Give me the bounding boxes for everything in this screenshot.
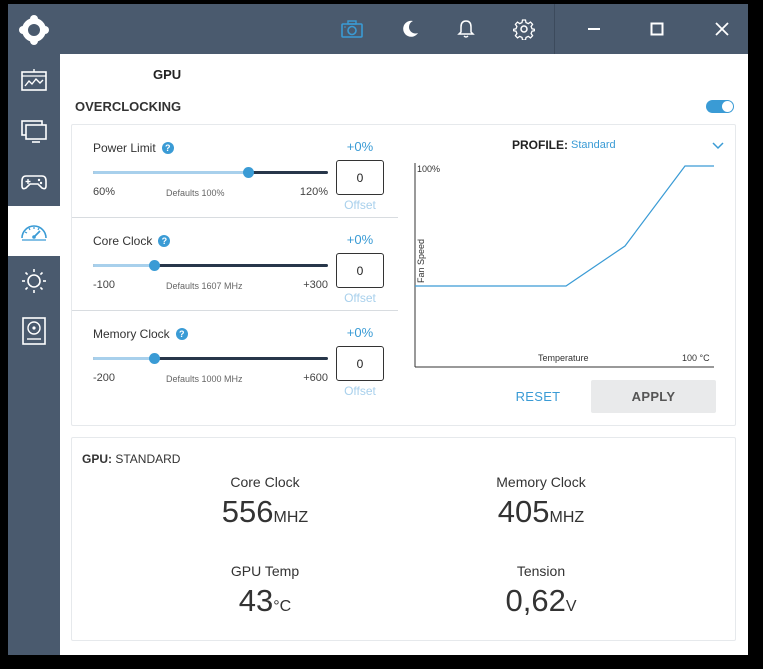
close-button[interactable]: [694, 4, 750, 54]
core-clock-slider[interactable]: [93, 260, 328, 271]
profile-label: PROFILE:: [512, 138, 568, 152]
fan-curve-line[interactable]: [415, 165, 714, 287]
power-limit-defaults: Defaults 100%: [166, 188, 225, 198]
sidebar-item-monitor[interactable]: [8, 106, 60, 156]
sidebar: [8, 4, 60, 655]
slider-fill: [93, 357, 155, 360]
dashboard-icon: [21, 69, 47, 91]
sidebar-item-overclocking[interactable]: [8, 206, 60, 256]
minimize-button[interactable]: [566, 4, 622, 54]
app-window: GPU OVERCLOCKING Power Limit? +0% 60% De…: [8, 4, 748, 655]
stats-title: GPU: STANDARD: [82, 452, 181, 466]
power-limit-control: Power Limit? +0% 60% Defaults 100% 120% …: [72, 125, 398, 218]
reset-button[interactable]: RESET: [515, 388, 561, 404]
slider-fill: [93, 171, 249, 174]
night-mode-button[interactable]: [382, 4, 438, 54]
y-max-label: 100%: [417, 164, 440, 174]
power-limit-offset-input[interactable]: 0: [336, 160, 384, 195]
slider-thumb[interactable]: [243, 167, 255, 178]
memory-clock-offset-input[interactable]: 0: [336, 346, 384, 381]
core-clock-stat-value: 556MHZ: [221, 494, 309, 529]
power-limit-offset-label: Offset: [344, 198, 376, 212]
sidebar-item-gaming[interactable]: [8, 156, 60, 206]
help-icon[interactable]: ?: [161, 142, 174, 154]
overclocking-title: OVERCLOCKING: [75, 99, 182, 114]
tension-stat-label: Tension: [516, 563, 566, 579]
core-clock-offset-label: Offset: [344, 291, 376, 305]
core-clock-min: -100: [93, 279, 116, 291]
tension-stat: Tension 0,62V: [441, 563, 641, 619]
overclocking-panel: Power Limit? +0% 60% Defaults 100% 120% …: [71, 124, 736, 426]
gpu-temp-stat-label: GPU Temp: [230, 563, 300, 579]
memory-clock-defaults: Defaults 1000 MHz: [166, 374, 243, 384]
chevron-down-icon[interactable]: [712, 137, 724, 155]
power-limit-slider[interactable]: [93, 167, 328, 178]
monitor-icon: [21, 120, 47, 143]
core-clock-control: Core Clock? +0% -100 Defaults 1607 MHz +…: [72, 218, 398, 311]
x-max-label: 100 °C: [682, 353, 710, 363]
speedometer-icon: [21, 225, 47, 241]
gpu-temp-stat: GPU Temp 43°C: [165, 563, 365, 619]
y-axis-label: Fan Speed: [416, 239, 426, 283]
power-limit-label: Power Limit?: [93, 141, 174, 155]
power-limit-percent: +0%: [346, 139, 374, 154]
help-icon[interactable]: ?: [175, 328, 188, 340]
bell-icon: [457, 20, 475, 38]
memory-clock-slider[interactable]: [93, 353, 328, 364]
sun-icon: [22, 269, 46, 293]
memory-clock-max: +600: [303, 372, 328, 384]
core-clock-stat-label: Core Clock: [230, 474, 300, 490]
settings-button[interactable]: [496, 4, 552, 54]
gpu-stats-panel: GPU: STANDARD Core Clock 556MHZ Memory C…: [71, 437, 736, 641]
memory-clock-stat: Memory Clock 405MHZ: [441, 474, 641, 530]
gamepad-icon: [21, 175, 47, 190]
slider-thumb[interactable]: [149, 260, 161, 271]
core-clock-percent: +0%: [346, 232, 374, 247]
memory-clock-control: Memory Clock? +0% -200 Defaults 1000 MHz…: [72, 311, 398, 404]
tension-stat-value: 0,62V: [505, 583, 577, 618]
memory-clock-percent: +0%: [346, 325, 374, 340]
power-limit-min: 60%: [93, 186, 116, 198]
toggle-knob: [722, 101, 733, 112]
memory-clock-min: -200: [93, 372, 116, 384]
core-clock-offset-input[interactable]: 0: [336, 253, 384, 288]
sidebar-item-lighting[interactable]: [8, 256, 60, 306]
memory-clock-label: Memory Clock?: [93, 327, 188, 341]
app-logo-icon[interactable]: [8, 4, 60, 56]
sidebar-item-storage[interactable]: [8, 306, 60, 356]
page-title: GPU: [153, 67, 182, 82]
memory-clock-stat-label: Memory Clock: [496, 474, 586, 490]
core-clock-stat: Core Clock 556MHZ: [165, 474, 365, 530]
slider-thumb[interactable]: [149, 353, 161, 364]
moon-icon: [403, 20, 418, 37]
gpu-temp-stat-value: 43°C: [238, 583, 292, 618]
notifications-button[interactable]: [438, 4, 494, 54]
slider-fill: [93, 264, 155, 267]
profile-dropdown[interactable]: Standard: [571, 139, 616, 151]
camera-icon: [341, 20, 363, 38]
help-icon[interactable]: ?: [158, 235, 171, 247]
title-bar: [60, 4, 748, 54]
maximize-icon: [650, 22, 664, 36]
memory-clock-stat-value: 405MHZ: [497, 494, 585, 529]
core-clock-defaults: Defaults 1607 MHz: [166, 281, 243, 291]
minimize-icon: [588, 28, 600, 30]
overclocking-toggle[interactable]: [706, 100, 734, 113]
close-icon: [715, 22, 729, 36]
x-axis-label: Temperature: [538, 353, 589, 363]
hard-drive-icon: [22, 317, 46, 345]
fan-curve-chart[interactable]: 100% Fan Speed Temperature 100 °C: [414, 161, 716, 373]
power-limit-max: 120%: [299, 186, 328, 198]
sidebar-item-dashboard[interactable]: [8, 56, 60, 106]
titlebar-separator: [554, 4, 555, 54]
maximize-button[interactable]: [629, 4, 685, 54]
memory-clock-offset-label: Offset: [344, 384, 376, 398]
core-clock-max: +300: [303, 279, 328, 291]
gear-icon: [513, 19, 535, 40]
apply-button[interactable]: APPLY: [591, 380, 716, 413]
camera-button[interactable]: [324, 4, 380, 54]
core-clock-label: Core Clock?: [93, 234, 171, 248]
